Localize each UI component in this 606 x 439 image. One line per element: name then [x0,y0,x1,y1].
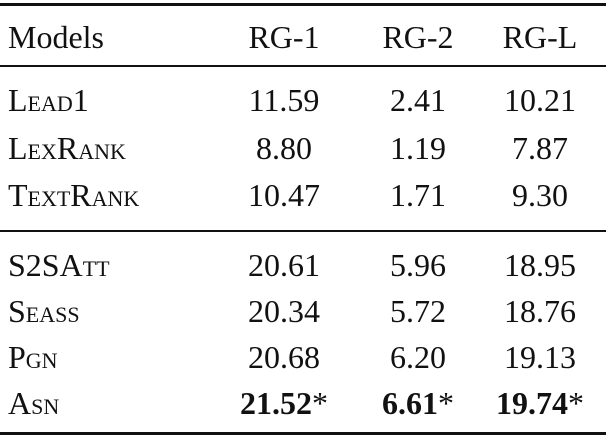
model-name: Lead1 [8,82,89,118]
header-metric: RG-L [502,19,578,55]
header-rule [0,65,606,67]
score-cell: 8.80 [219,128,349,168]
score-cell: 20.61 [219,245,349,285]
score: 6.20 [390,339,446,375]
score-cell: 9.30 [475,175,605,215]
score-cell: 10.47 [219,175,349,215]
score: 18.76 [504,293,576,329]
score: 6.61 [382,385,438,421]
score: 2.41 [390,82,446,118]
score-cell: 5.96 [353,245,483,285]
score: 18.95 [504,247,576,283]
score: 5.96 [390,247,446,283]
score: 1.71 [390,177,446,213]
header-models: Models [8,19,104,55]
score: 20.68 [248,339,320,375]
header-metric: RG-1 [248,19,320,55]
score: 11.59 [248,82,320,118]
model-name: Pgn [8,339,58,375]
score-cell: 7.87 [475,128,605,168]
group-rule [0,230,606,232]
score: 19.74 [496,385,568,421]
score-cell: 20.68 [219,337,349,377]
score-cell: 1.71 [353,175,483,215]
score-cell: 6.20 [353,337,483,377]
score-cell: 19.74* [475,383,605,423]
significance-mark: * [568,385,584,421]
score-cell: 19.13 [475,337,605,377]
score: 20.61 [248,247,320,283]
score-cell: 18.76 [475,291,605,331]
score-cell: 6.61* [353,383,483,423]
score-cell: 10.21 [475,80,605,120]
top-rule [0,3,606,6]
score-cell: 20.34 [219,291,349,331]
score: 10.47 [248,177,320,213]
score: 21.52 [240,385,312,421]
score-cell: 18.95 [475,245,605,285]
score: 20.34 [248,293,320,329]
score-cell: 5.72 [353,291,483,331]
model-name: Seass [8,293,80,329]
score-cell: 21.52* [219,383,349,423]
model-name: LexRank [8,129,126,166]
score: 19.13 [504,339,576,375]
model-name: Asn [8,385,60,421]
score: 8.80 [256,129,312,166]
score: 9.30 [512,177,568,213]
score-cell: 11.59 [219,80,349,120]
score: 5.72 [390,293,446,329]
significance-mark: * [312,385,328,421]
model-name: TextRank [8,177,140,213]
score-cell: 1.19 [353,128,483,168]
header-metric: RG-2 [382,19,454,55]
score: 7.87 [512,129,568,166]
model-name: S2SAtt [8,247,110,283]
score-cell: 2.41 [353,80,483,120]
bottom-rule [0,432,606,435]
significance-mark: * [438,385,454,421]
score: 1.19 [390,129,446,166]
score: 10.21 [504,82,576,118]
